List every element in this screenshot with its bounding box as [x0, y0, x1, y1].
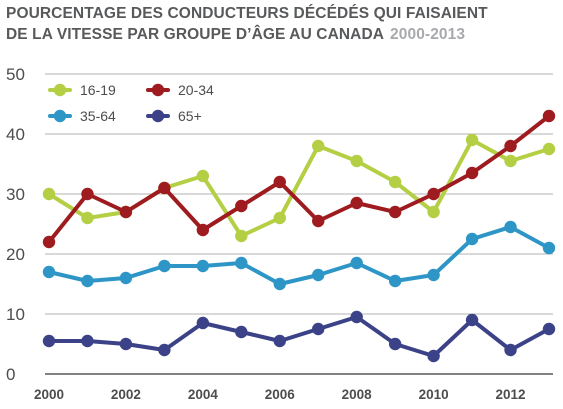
data-point-35-64	[504, 220, 517, 234]
chart-subtitle: 2000-2013	[390, 26, 466, 43]
data-point-35-64	[42, 265, 56, 279]
data-point-65	[273, 334, 286, 348]
data-point-20-34	[158, 181, 171, 195]
data-point-16-19	[312, 139, 325, 153]
data-point-65	[312, 322, 325, 336]
legend-swatch-marker-16-19	[53, 83, 67, 97]
data-point-20-34	[350, 196, 363, 210]
data-point-16-19	[196, 169, 210, 183]
y-tick-label: 50	[6, 65, 25, 84]
y-tick-label: 10	[6, 305, 25, 324]
chart-title-line-1: POURCENTAGE DES CONDUCTEURS DÉCÉDÉS QUI …	[6, 5, 488, 22]
data-point-65	[504, 343, 517, 357]
axes: 0 10 20 30 40 50 2000 2002 2004 2006 2008 2010 2012	[6, 65, 526, 402]
x-tick-label: 2008	[342, 387, 373, 402]
data-point-35-64	[388, 274, 402, 288]
data-point-16-19	[542, 142, 556, 156]
data-point-65	[196, 316, 210, 330]
y-tick-label: 0	[6, 365, 15, 384]
data-point-20-34	[196, 223, 210, 237]
data-point-16-19	[42, 187, 56, 201]
x-tick-label: 2006	[265, 387, 296, 402]
data-point-65	[81, 334, 94, 348]
legend-label-16-19: 16-19	[80, 82, 116, 98]
data-point-35-64	[119, 271, 133, 285]
series-line-16-19	[47, 138, 551, 238]
data-point-65	[42, 334, 56, 348]
data-point-65	[235, 325, 248, 339]
data-point-65	[350, 310, 363, 324]
data-point-16-19	[388, 175, 402, 189]
data-point-16-19	[350, 154, 363, 168]
x-tick-label: 2012	[496, 387, 526, 402]
data-point-35-64	[465, 232, 479, 246]
legend-label-65: 65+	[178, 108, 202, 124]
data-point-20-34	[465, 166, 479, 180]
x-tick-label: 2004	[188, 387, 219, 402]
data-point-35-64	[312, 268, 325, 282]
legend-swatch-marker-65	[151, 109, 165, 123]
series-line-20-34	[47, 114, 551, 244]
data-point-20-34	[119, 205, 133, 219]
chart-title-line-2: DE LA VITESSE PAR GROUPE D’ÂGE AU CANADA	[6, 26, 385, 43]
data-point-20-34	[81, 187, 94, 201]
data-point-35-64	[350, 256, 363, 270]
data-point-16-19	[81, 211, 94, 225]
x-tick-label: 2002	[111, 387, 141, 402]
x-tick-label: 2010	[419, 387, 449, 402]
series-lines	[42, 109, 556, 363]
legend: 16-19 20-34 35-64 65+	[48, 82, 214, 124]
data-point-20-34	[235, 199, 248, 213]
legend-swatch-marker-35-64	[53, 109, 67, 123]
data-point-20-34	[388, 205, 402, 219]
data-point-20-34	[504, 139, 517, 153]
data-point-65	[542, 322, 556, 336]
data-point-20-34	[273, 175, 286, 189]
data-point-65	[119, 337, 133, 351]
series-line-35-64	[47, 225, 551, 286]
series-line-65	[47, 315, 551, 358]
data-point-35-64	[273, 277, 286, 291]
legend-label-20-34: 20-34	[178, 82, 214, 98]
data-point-16-19	[273, 211, 286, 225]
data-point-20-34	[42, 235, 56, 249]
data-point-35-64	[427, 268, 440, 282]
legend-label-35-64: 35-64	[80, 108, 116, 124]
data-point-65	[465, 313, 479, 327]
data-point-20-34	[542, 109, 556, 123]
data-point-65	[427, 349, 440, 363]
data-point-35-64	[81, 274, 94, 288]
data-point-35-64	[158, 259, 171, 273]
data-point-35-64	[235, 256, 248, 270]
data-point-35-64	[196, 259, 210, 273]
y-tick-label: 40	[6, 125, 25, 144]
data-point-16-19	[504, 154, 517, 168]
data-point-20-34	[427, 187, 440, 201]
data-point-65	[388, 337, 402, 351]
data-point-16-19	[235, 229, 248, 243]
gridlines	[45, 73, 553, 375]
data-point-16-19	[427, 205, 440, 219]
data-point-20-34	[312, 214, 325, 228]
data-point-35-64	[542, 241, 556, 255]
x-tick-label: 2000	[34, 387, 64, 402]
legend-swatch-marker-20-34	[151, 83, 165, 97]
data-point-16-19	[465, 133, 479, 147]
y-tick-label: 30	[6, 185, 25, 204]
data-point-65	[158, 343, 171, 357]
chart-title: POURCENTAGE DES CONDUCTEURS DÉCÉDÉS QUI …	[6, 3, 488, 45]
y-tick-label: 20	[6, 245, 25, 264]
